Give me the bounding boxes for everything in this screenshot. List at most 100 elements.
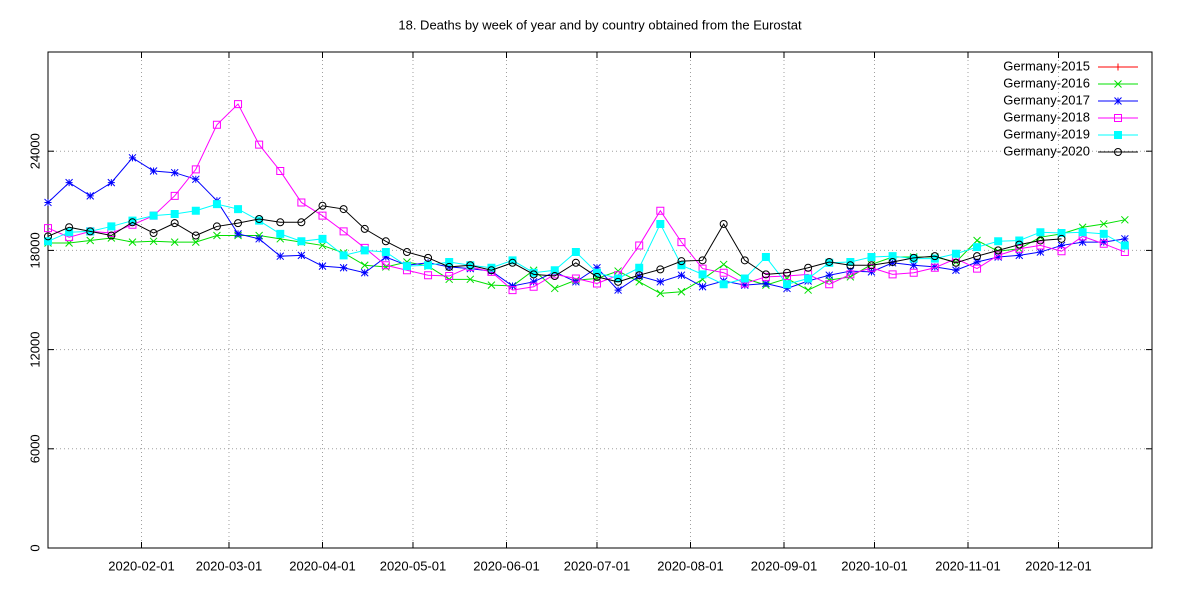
marker [318, 262, 327, 270]
marker [445, 262, 454, 271]
legend-label: Germany-2016 [1003, 75, 1090, 90]
x-tick-label: 2020-12-01 [1025, 558, 1092, 573]
marker [719, 268, 728, 277]
marker [994, 251, 1003, 260]
marker [529, 270, 538, 279]
marker [128, 238, 137, 246]
marker [698, 270, 707, 279]
marker [381, 237, 390, 246]
marker [170, 191, 179, 200]
marker [1036, 228, 1045, 237]
marker [149, 167, 158, 175]
marker [360, 268, 369, 277]
marker [529, 277, 538, 286]
marker [149, 229, 158, 238]
x-tick-label: 2020-06-01 [473, 558, 540, 573]
marker [571, 248, 580, 257]
marker [276, 252, 285, 261]
marker [719, 260, 728, 269]
marker [402, 262, 411, 271]
marker [107, 231, 116, 240]
marker [487, 266, 496, 275]
marker [635, 272, 644, 280]
marker [170, 210, 179, 219]
marker [867, 263, 876, 272]
marker [656, 277, 665, 286]
marker [487, 281, 496, 289]
marker [677, 238, 686, 247]
marker [973, 252, 982, 261]
legend-marker [1114, 97, 1122, 105]
marker [339, 251, 348, 260]
x-tick-label: 2020-09-01 [751, 558, 818, 573]
marker [930, 252, 939, 261]
marker [635, 263, 644, 272]
marker [339, 263, 348, 272]
marker [677, 261, 686, 270]
marker [1036, 248, 1045, 256]
marker [761, 270, 770, 279]
marker [550, 272, 559, 281]
marker [255, 140, 264, 149]
marker [1120, 215, 1129, 224]
marker [635, 277, 644, 286]
marker [170, 238, 179, 246]
marker [846, 261, 855, 270]
marker [867, 261, 876, 270]
marker [635, 241, 644, 250]
marker [191, 175, 200, 184]
marker [508, 258, 517, 267]
y-tick-label: 6000 [27, 434, 42, 463]
marker [930, 263, 939, 272]
marker [212, 120, 221, 129]
marker [86, 227, 95, 236]
marker [191, 206, 200, 215]
marker [234, 230, 242, 238]
legend-marker [1114, 114, 1122, 122]
marker [1057, 241, 1066, 250]
marker [994, 253, 1003, 261]
x-tick-label: 2020-04-01 [289, 558, 356, 573]
marker [107, 222, 116, 231]
marker [783, 284, 791, 293]
marker [719, 280, 728, 289]
marker [888, 258, 897, 267]
marker [656, 289, 665, 298]
legend-marker [1114, 131, 1122, 139]
y-tick-label: 24000 [27, 133, 42, 169]
marker [276, 218, 285, 227]
marker [888, 270, 897, 279]
marker [571, 274, 580, 283]
marker [466, 261, 475, 270]
marker [508, 286, 517, 295]
marker [825, 280, 834, 289]
legend-label: Germany-2018 [1003, 109, 1090, 124]
marker [297, 218, 306, 227]
marker [1099, 239, 1108, 248]
plot-frame [47, 51, 1153, 549]
marker [994, 237, 1003, 246]
marker [297, 251, 306, 260]
marker [973, 243, 982, 252]
legend-label: Germany-2020 [1003, 143, 1090, 158]
marker [107, 178, 116, 187]
marker [170, 219, 179, 228]
marker [783, 268, 792, 277]
marker [846, 272, 855, 281]
marker [592, 272, 601, 281]
marker [191, 231, 200, 240]
x-tick-label: 2020-11-01 [935, 558, 1001, 573]
marker [381, 261, 390, 270]
marker [466, 275, 475, 284]
marker [86, 191, 95, 200]
marker [888, 257, 897, 266]
marker [360, 261, 369, 270]
x-tick-label: 2020-10-01 [841, 558, 908, 573]
marker [170, 168, 179, 177]
marker [44, 232, 53, 241]
marker [318, 234, 327, 243]
marker [318, 201, 327, 210]
marker [65, 178, 73, 187]
y-tick-label: 0 [27, 544, 42, 551]
